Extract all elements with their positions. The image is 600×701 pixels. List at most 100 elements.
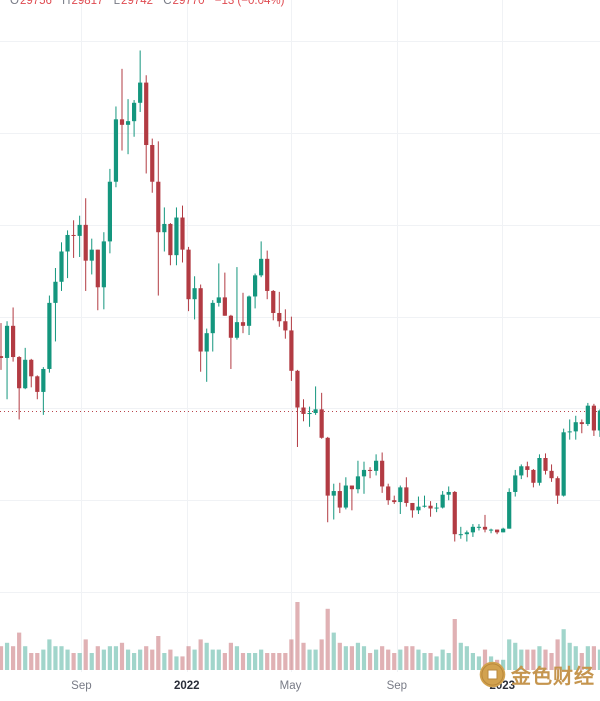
volume-bar (537, 646, 542, 670)
candle (65, 230, 70, 279)
candle (23, 347, 28, 390)
candle (428, 501, 433, 517)
candle (561, 428, 566, 497)
candle (495, 529, 500, 535)
candle (95, 249, 100, 311)
candle (71, 220, 76, 258)
volume-bar (579, 653, 584, 670)
candle (567, 419, 572, 440)
ohlc-legend: O29756 H29817 L29742 C29770 −13 (−0.04%) (10, 0, 284, 7)
volume-bar (0, 646, 4, 670)
volume-bar (4, 642, 10, 670)
volume-bar (367, 653, 373, 670)
volume-bar (41, 649, 46, 670)
candle (331, 483, 336, 520)
candle (174, 207, 179, 266)
candle (452, 491, 457, 542)
candle (4, 321, 10, 400)
candle (301, 399, 306, 422)
candle (210, 300, 215, 352)
watermark-text: 金色财经 (511, 666, 595, 688)
volume-bar (35, 653, 40, 670)
volume-bar (289, 639, 294, 670)
volume-bar (307, 649, 312, 670)
candle (585, 402, 590, 426)
candle (107, 168, 112, 254)
volume-bar (398, 649, 403, 670)
candle (35, 375, 40, 400)
candle (83, 198, 88, 291)
volume-bar (222, 653, 227, 670)
volume-bar (392, 653, 397, 670)
candle (180, 205, 185, 263)
open-label: O (10, 0, 19, 7)
volume-bar (501, 659, 506, 670)
volume-bar (283, 653, 288, 670)
candles-layer (0, 50, 600, 542)
volume-bar (23, 646, 28, 670)
candle (319, 392, 324, 439)
volume-bar (567, 642, 572, 670)
volume-bar (464, 646, 469, 670)
candle (204, 328, 209, 382)
candle (349, 485, 354, 511)
candle (59, 242, 64, 291)
candle (150, 138, 155, 193)
candle (53, 268, 58, 342)
candle (138, 50, 143, 112)
volume-bar (138, 649, 143, 670)
volume-bar (125, 649, 131, 670)
candle (470, 524, 475, 537)
candle (168, 223, 173, 266)
volume-bar (295, 602, 300, 670)
volume-bar (240, 653, 246, 670)
volume-bar (507, 639, 512, 670)
volume-bar (95, 646, 100, 670)
volume-bar (549, 653, 554, 670)
volume-bar (410, 646, 415, 670)
candle (343, 477, 348, 510)
volume-bar (458, 642, 463, 670)
candle (295, 369, 300, 447)
volume-bar (337, 642, 342, 670)
volume-bar (17, 632, 22, 670)
candle (367, 467, 373, 479)
low-value: 29742 (121, 0, 154, 7)
volume-bar (585, 646, 590, 670)
volume-bar (53, 646, 58, 670)
volume-bar (470, 653, 475, 670)
candle (579, 419, 584, 434)
candle (374, 454, 379, 476)
volume-layer (0, 602, 600, 670)
candle (537, 454, 542, 486)
candle (482, 514, 488, 533)
volume-bar (591, 646, 596, 670)
volume-bar (440, 649, 445, 670)
candle (271, 290, 276, 321)
volume-bar (198, 639, 203, 670)
candle (119, 68, 125, 151)
volume-bar (355, 642, 361, 670)
candle (198, 284, 203, 372)
candle (265, 250, 270, 300)
volume-bar (452, 619, 457, 670)
low-label: L (113, 0, 121, 7)
candle (216, 263, 221, 307)
volume-bar (482, 649, 488, 670)
volume-bar (89, 653, 94, 670)
candle (549, 464, 554, 482)
volume-bar (204, 642, 209, 670)
candle (398, 485, 403, 514)
volume-bar (246, 653, 252, 670)
candle (277, 291, 282, 327)
volume-bar (380, 646, 385, 670)
candle (47, 295, 52, 373)
volume-bar (132, 653, 137, 670)
candle (591, 403, 596, 436)
watermark: 金色财经 (479, 660, 595, 689)
volume-bar (65, 649, 70, 670)
volume-bar (107, 646, 112, 670)
open-value: 29756 (19, 0, 52, 7)
volume-bar (434, 656, 439, 670)
